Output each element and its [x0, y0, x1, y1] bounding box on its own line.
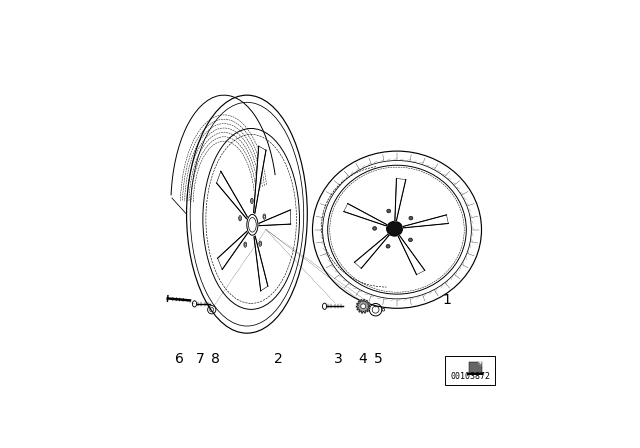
- Polygon shape: [468, 362, 482, 372]
- Circle shape: [361, 304, 365, 309]
- Ellipse shape: [408, 238, 412, 242]
- Polygon shape: [395, 178, 406, 221]
- Polygon shape: [344, 203, 387, 226]
- Polygon shape: [254, 236, 268, 291]
- Polygon shape: [355, 234, 389, 268]
- Text: 6: 6: [175, 352, 184, 366]
- Text: 4: 4: [358, 352, 367, 366]
- Polygon shape: [479, 362, 482, 366]
- Text: 1: 1: [443, 293, 451, 307]
- Ellipse shape: [387, 209, 391, 213]
- Polygon shape: [398, 236, 425, 275]
- Polygon shape: [403, 215, 449, 228]
- Text: 00103872: 00103872: [451, 372, 490, 382]
- Polygon shape: [259, 210, 291, 226]
- Text: 8: 8: [211, 352, 220, 366]
- Text: 2: 2: [274, 352, 282, 366]
- Polygon shape: [216, 171, 247, 219]
- Text: 3: 3: [334, 352, 343, 366]
- Bar: [467, 372, 483, 375]
- Ellipse shape: [372, 227, 376, 230]
- Polygon shape: [253, 146, 266, 213]
- Ellipse shape: [386, 245, 390, 248]
- Text: 7: 7: [196, 352, 205, 366]
- Ellipse shape: [387, 221, 403, 236]
- Bar: [445, 356, 495, 385]
- Polygon shape: [356, 299, 370, 313]
- Text: 5: 5: [374, 352, 382, 366]
- Polygon shape: [218, 232, 248, 270]
- Ellipse shape: [409, 216, 413, 220]
